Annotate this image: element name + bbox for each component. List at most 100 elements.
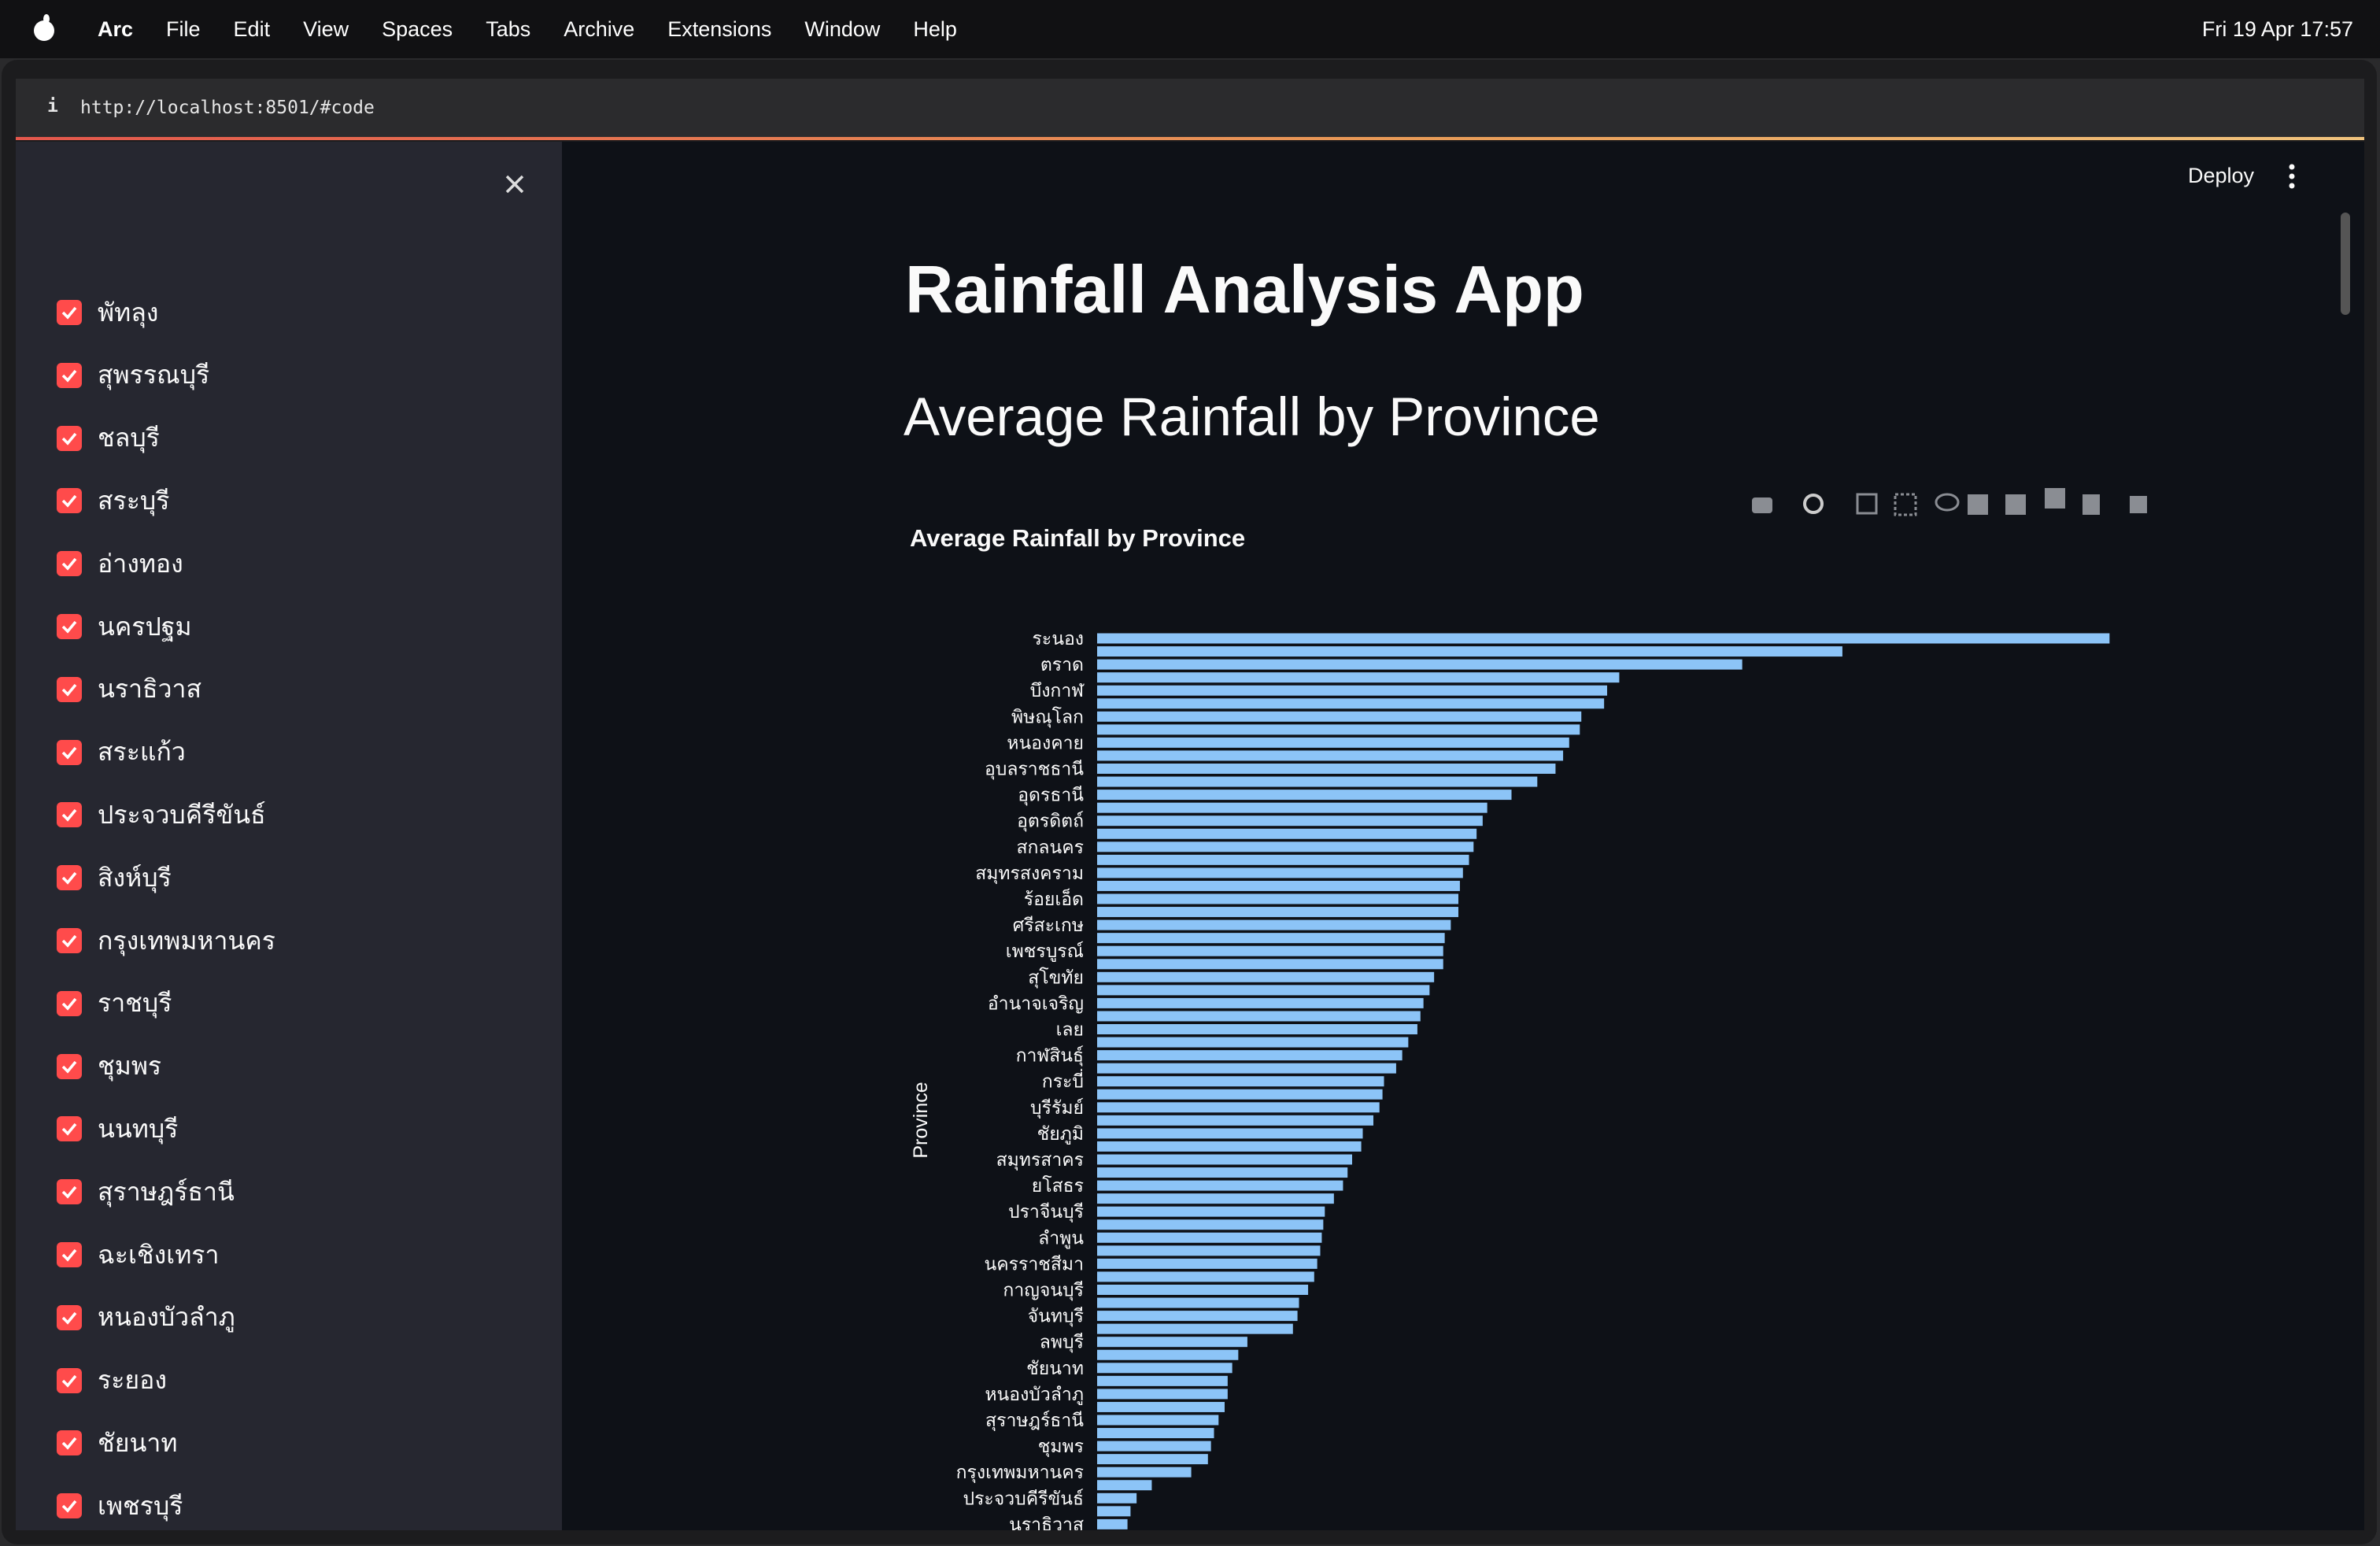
- checkbox-item[interactable]: นครปฐม: [57, 607, 192, 646]
- bar: [1097, 1037, 1409, 1048]
- checkbox[interactable]: [57, 362, 82, 388]
- y-tick-label: ประจวบคีรีขันธ์: [963, 1488, 1084, 1508]
- checkbox-item[interactable]: สุราษฎร์ธานี: [57, 1172, 235, 1211]
- menu-item[interactable]: Extensions: [667, 17, 772, 41]
- checkbox[interactable]: [57, 1179, 82, 1205]
- checkbox[interactable]: [57, 676, 82, 702]
- plotly-logo[interactable]: [2130, 496, 2147, 513]
- checkbox-item[interactable]: สระบุรี: [57, 481, 169, 520]
- checkbox-item[interactable]: ชุมพร: [57, 1047, 161, 1086]
- menu-item[interactable]: Spaces: [382, 17, 453, 41]
- checkbox-item[interactable]: นราธิวาส: [57, 670, 201, 709]
- y-tick-label: เลย: [1056, 1019, 1084, 1040]
- checkbox-item[interactable]: อ่างทอง: [57, 544, 183, 583]
- bar: [1097, 933, 1445, 944]
- checkbox-item[interactable]: หนองบัวลำภู: [57, 1298, 235, 1337]
- checkbox[interactable]: [57, 1304, 82, 1330]
- zoom-in-icon[interactable]: [1968, 494, 1988, 515]
- checkbox[interactable]: [57, 488, 82, 514]
- close-button[interactable]: [499, 168, 530, 200]
- checkbox-item[interactable]: ฉะเชิงเทรา: [57, 1235, 219, 1274]
- camera-icon[interactable]: [1752, 497, 1772, 513]
- checkbox[interactable]: [57, 1116, 82, 1142]
- menu-item[interactable]: File: [166, 17, 201, 41]
- checkbox-label: ระยอง: [98, 1366, 167, 1395]
- menu-item[interactable]: View: [303, 17, 349, 41]
- address-bar[interactable]: i http://localhost:8501/#code: [16, 79, 2364, 137]
- pan-icon[interactable]: [1856, 493, 1878, 515]
- checkbox-item[interactable]: เพชรบุรี: [57, 1486, 183, 1526]
- checkbox[interactable]: [57, 802, 82, 828]
- check: [61, 1311, 77, 1325]
- url[interactable]: http://localhost:8501/#code: [80, 98, 375, 118]
- checkbox[interactable]: [57, 1242, 82, 1267]
- checkbox[interactable]: [57, 1053, 82, 1079]
- chart: Average Rainfall by Province Province ระ…: [910, 488, 2147, 1530]
- y-tick-label: ชุมพร: [1038, 1436, 1084, 1457]
- y-tick-label: ศรีสะเกษ: [1013, 915, 1084, 935]
- checkbox-label: นครปฐม: [98, 612, 192, 641]
- bar: [1097, 672, 1620, 683]
- menu-item[interactable]: Window: [804, 17, 881, 41]
- checkbox-item[interactable]: พัทลุง: [57, 293, 158, 332]
- checkbox-item[interactable]: สุพรรณบุรี: [57, 356, 209, 395]
- checkbox[interactable]: [57, 1367, 82, 1393]
- select-icon[interactable]: [1894, 493, 1917, 516]
- autoscale-icon[interactable]: [2045, 488, 2065, 509]
- checkbox-label: เพชรบุรี: [98, 1491, 183, 1520]
- bar: [1097, 1492, 1137, 1503]
- checkbox[interactable]: [57, 425, 82, 451]
- checkbox-item[interactable]: กรุงเทพมหานคร: [57, 921, 275, 960]
- menu-item[interactable]: Archive: [564, 17, 635, 41]
- apple-logo[interactable]: [28, 13, 60, 45]
- bar: [1097, 1428, 1214, 1439]
- checkbox[interactable]: [57, 990, 82, 1016]
- clock[interactable]: Fri 19 Apr 17:57: [2201, 17, 2353, 41]
- bar: [1097, 1363, 1232, 1374]
- checkbox-item[interactable]: ชลบุรี: [57, 419, 160, 458]
- bar: [1097, 1206, 1325, 1217]
- checkbox[interactable]: [57, 739, 82, 765]
- deploy-button[interactable]: Deploy: [2187, 164, 2254, 187]
- menu-item[interactable]: Help: [913, 17, 957, 41]
- bar: [1097, 1375, 1228, 1386]
- bar: [1097, 1089, 1383, 1100]
- zoom-out-icon[interactable]: [2005, 494, 2026, 515]
- bar: [1097, 1050, 1402, 1061]
- checkbox-item[interactable]: ราชบุรี: [57, 984, 172, 1023]
- checkbox[interactable]: [57, 1430, 82, 1456]
- app-name[interactable]: Arc: [98, 17, 134, 41]
- checkbox-item[interactable]: สิงห์บุรี: [57, 858, 172, 897]
- y-tick-label: จันทบุรี: [1028, 1306, 1084, 1327]
- menu-item[interactable]: Tabs: [486, 17, 531, 41]
- checkbox[interactable]: [57, 1493, 82, 1519]
- checkbox[interactable]: [57, 614, 82, 639]
- zoom-icon[interactable]: [1803, 494, 1824, 514]
- checkbox-item[interactable]: นนทบุรี: [57, 1109, 178, 1148]
- y-tick-label: นครราชสีมา: [985, 1253, 1084, 1274]
- y-tick-label: ยโสธร: [1032, 1175, 1084, 1196]
- check: [61, 558, 77, 571]
- bar: [1097, 1337, 1247, 1348]
- menu-item[interactable]: Edit: [233, 17, 271, 41]
- checkbox-item[interactable]: ชัยนาท: [57, 1423, 177, 1463]
- y-tick-label: ระนอง: [1033, 628, 1084, 649]
- checkbox[interactable]: [57, 928, 82, 953]
- y-tick-label: อุตรดิตถ์: [1017, 811, 1084, 832]
- checkbox-item[interactable]: สระแก้ว: [57, 733, 186, 772]
- bar: [1097, 1454, 1208, 1465]
- reset-icon[interactable]: [2082, 494, 2100, 515]
- checkbox-item[interactable]: ระยอง: [57, 1361, 167, 1400]
- bar: [1097, 1349, 1239, 1360]
- checkbox-item[interactable]: ประจวบคีรีขันธ์: [57, 795, 266, 834]
- checkbox[interactable]: [57, 551, 82, 577]
- info-icon[interactable]: i: [47, 96, 58, 117]
- lasso-icon[interactable]: [1935, 493, 1960, 512]
- checkbox[interactable]: [57, 300, 82, 325]
- check: [61, 872, 77, 885]
- checkbox[interactable]: [57, 865, 82, 891]
- scrollbar[interactable]: [2341, 213, 2350, 315]
- menu-button[interactable]: [2286, 162, 2298, 190]
- y-tick-label: กระบี่: [1042, 1069, 1084, 1092]
- check: [61, 809, 77, 822]
